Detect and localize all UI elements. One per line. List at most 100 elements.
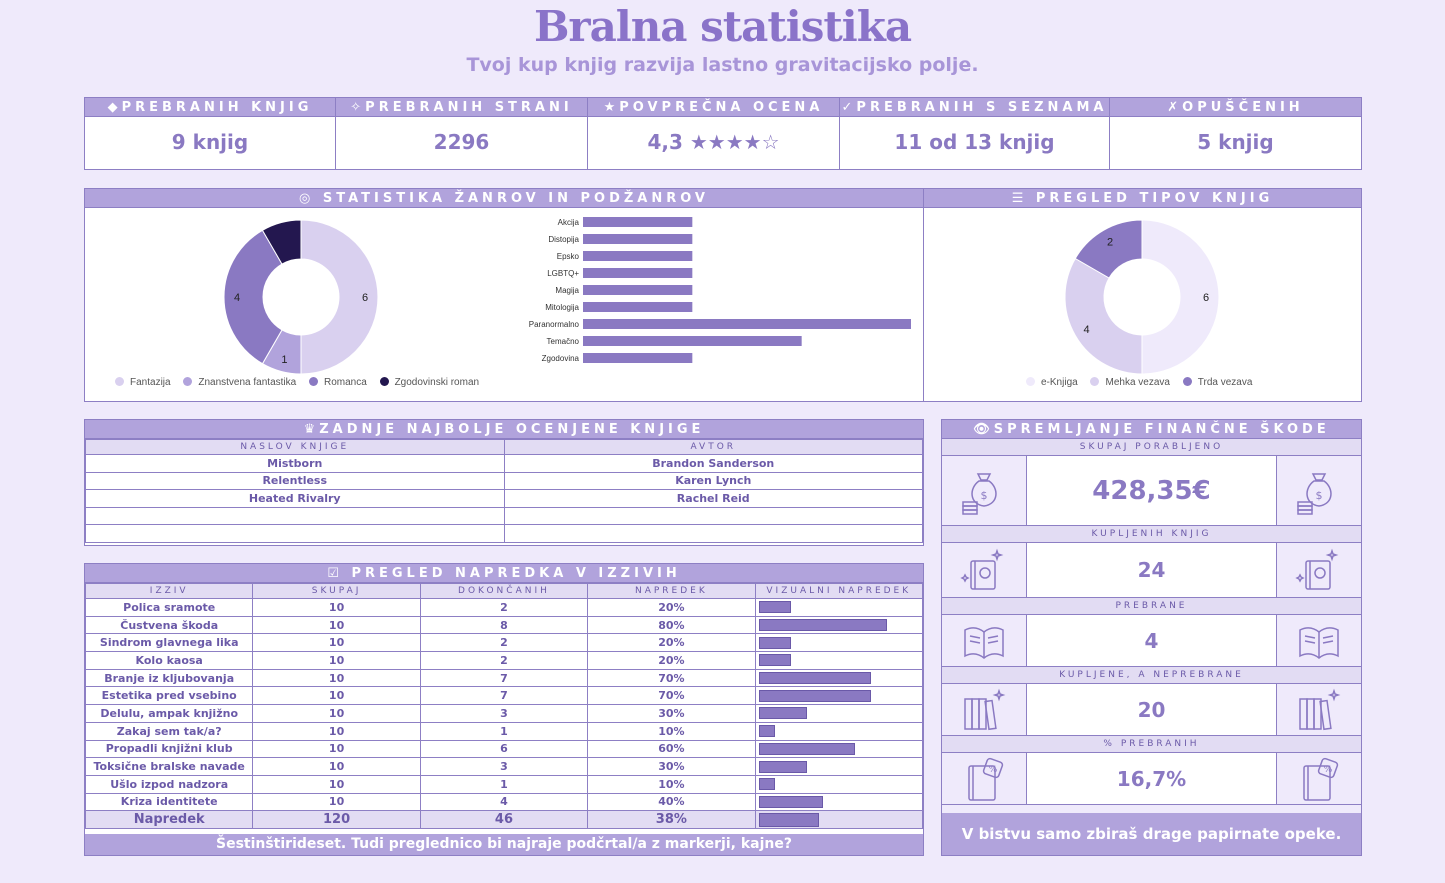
book-title-cell: Mistborn <box>85 454 505 473</box>
kpi-label: ✧PREBRANIH STRANI <box>336 98 587 117</box>
challenge-pct-cell: 20% <box>587 598 756 617</box>
challenge-total-cell: 10 <box>252 668 421 688</box>
book-types-panel: ☰ PREGLED TIPOV KNJIG 6 4 2 e-Knjiga Mehka… <box>923 188 1362 402</box>
book-author-cell <box>503 506 923 526</box>
challenge-total-cell: 10 <box>252 757 421 776</box>
progress-bar-cell <box>754 721 924 741</box>
kpi-label: ✓PREBRANIH S SEZNAMA <box>840 98 1109 117</box>
column-header: SKUPAJ <box>252 583 421 599</box>
bar <box>583 217 693 227</box>
challenge-done-cell: 8 <box>419 615 589 635</box>
table-row: Branje iz kljubovanja 10 7 70% <box>84 668 924 688</box>
progress-bar-cell <box>754 598 924 617</box>
percent-book-icon: % <box>1277 753 1361 804</box>
challenge-pct-cell: 10% <box>587 774 756 794</box>
genre-panel: ◎ STATISTIKA ŽANROV IN PODŽANROV 6 1 4 Akc… <box>84 188 924 402</box>
progress-bar <box>758 760 807 773</box>
finance-row: 4 <box>942 615 1361 667</box>
table-row: Delulu, ampak knjižno 10 3 30% <box>84 704 924 723</box>
table-row: Heated Rivalry Rachel Reid <box>85 489 923 508</box>
challenge-name-cell: Ušlo izpod nadzora <box>84 774 254 794</box>
challenge-pct-cell: 70% <box>587 686 756 706</box>
challenge-name-cell: Zakaj sem tak/a? <box>84 721 254 741</box>
kpi-value: 11 od 13 knjig <box>894 130 1055 154</box>
bar-category-label: Magija <box>555 286 579 295</box>
challenge-name-cell: Estetika pred vsebino <box>84 686 254 706</box>
progress-bar-cell <box>754 686 924 706</box>
challenge-done-cell: 3 <box>419 704 589 723</box>
challenge-name-cell: Toksične bralske navade <box>84 757 254 776</box>
legend-label: Romanca <box>323 377 367 388</box>
table-row: Relentless Karen Lynch <box>85 471 923 491</box>
finance-label: KUPLJENE, A NEPREBRANE <box>942 667 1361 684</box>
bar-category-label: Akcija <box>558 218 580 227</box>
top-books-table: NASLOV KNJIGE AVTOR Mistborn Brandon Sand… <box>85 439 923 543</box>
column-header: DOKONČANIH <box>419 583 589 599</box>
progress-bar-cell <box>754 774 924 794</box>
bar-category-label: Temačno <box>547 337 580 346</box>
challenges-panel: ☑ PREGLED NAPREDKA V IZZIVIH IZZIV SKUPA… <box>84 563 924 856</box>
legend-label: Fantazija <box>130 377 171 388</box>
challenge-done-cell: 7 <box>419 686 589 706</box>
finance-title: 👁SPREMLJANJE FINANČNE ŠKODE <box>942 420 1361 439</box>
finance-label: % PREBRANIH <box>942 736 1361 753</box>
kpi-label: ✗OPUŠČENIH <box>1110 98 1361 117</box>
finance-row: $428,35€ $ <box>942 456 1361 526</box>
kpi-read-from-list: ✓PREBRANIH S SEZNAMA 11 od 13 knjig <box>839 97 1110 170</box>
finance-row: % 16,7%% <box>942 753 1361 805</box>
bar-category-label: Distopija <box>548 235 579 244</box>
challenge-name-cell: Kriza identitete <box>84 792 254 812</box>
column-header: IZZIV <box>84 583 254 599</box>
legend-swatch <box>308 377 318 386</box>
challenge-done-cell: 2 <box>419 651 589 670</box>
kpi-value: 4,3 ★★★★☆ <box>647 130 780 154</box>
magic-book-icon <box>942 543 1026 597</box>
table-row: Ušlo izpod nadzora 10 1 10% <box>84 774 924 794</box>
donut-slice <box>1074 219 1143 279</box>
progress-bar-cell <box>754 792 924 812</box>
legend-swatch <box>115 377 124 386</box>
challenge-name-cell: Branje iz kljubovanja <box>84 668 254 688</box>
legend-swatch <box>1182 377 1192 386</box>
table-row: Estetika pred vsebino 10 7 70% <box>84 686 924 706</box>
bar-category-label: Paranormalno <box>529 320 580 329</box>
table-row: Mistborn Brandon Sanderson <box>85 454 923 473</box>
finance-value: 24 <box>1026 543 1277 597</box>
finance-label: SKUPAJ PORABLJENO <box>942 439 1361 456</box>
progress-bar-cell <box>754 757 924 776</box>
challenge-total-cell: 10 <box>252 739 421 759</box>
progress-bar <box>758 689 871 702</box>
finance-row: 24 <box>942 543 1361 598</box>
page-subtitle: Tvoj kup knjig razvija lastno gravitacij… <box>466 54 979 76</box>
svg-text:%: % <box>989 765 998 775</box>
percent-book-icon: % <box>942 753 1026 804</box>
kpi-label: ★POVPREČNA OCENA <box>588 98 839 117</box>
book-title-cell <box>85 506 505 526</box>
donut-data-label: 6 <box>362 292 368 304</box>
progress-bar <box>758 742 855 755</box>
kpi-value: 9 knjig <box>171 130 249 154</box>
progress-bar <box>758 725 775 738</box>
book-author-cell: Rachel Reid <box>503 489 923 508</box>
challenge-name-cell: Kolo kaosa <box>84 651 254 670</box>
progress-bar-cell <box>754 615 924 635</box>
challenge-done-cell: 7 <box>419 668 589 688</box>
challenge-total-cell: 10 <box>252 721 421 741</box>
progress-bar-cell <box>754 668 924 688</box>
challenge-done-cell: 1 <box>419 721 589 741</box>
book-author-cell: Karen Lynch <box>503 471 923 491</box>
legend-label: Mehka vezava <box>1105 377 1170 388</box>
book-author-cell <box>503 524 923 543</box>
table-row: Čustvena škoda 10 8 80% <box>84 615 924 635</box>
progress-bar <box>758 672 871 685</box>
book-types-donut-chart: 6 4 2 <box>1064 219 1220 375</box>
bar <box>583 268 693 278</box>
kpi-label: ◆PREBRANIH KNJIG <box>85 98 335 117</box>
progress-bar-cell <box>754 739 924 759</box>
challenge-done-cell: 2 <box>419 633 589 653</box>
table-row: Polica sramote 10 2 20% <box>84 598 924 617</box>
kpi-books-read: ◆PREBRANIH KNJIG 9 knjig <box>84 97 336 170</box>
legend-swatch <box>1090 377 1100 386</box>
progress-bar <box>758 636 791 649</box>
table-row: Kriza identitete 10 4 40% <box>84 792 924 812</box>
